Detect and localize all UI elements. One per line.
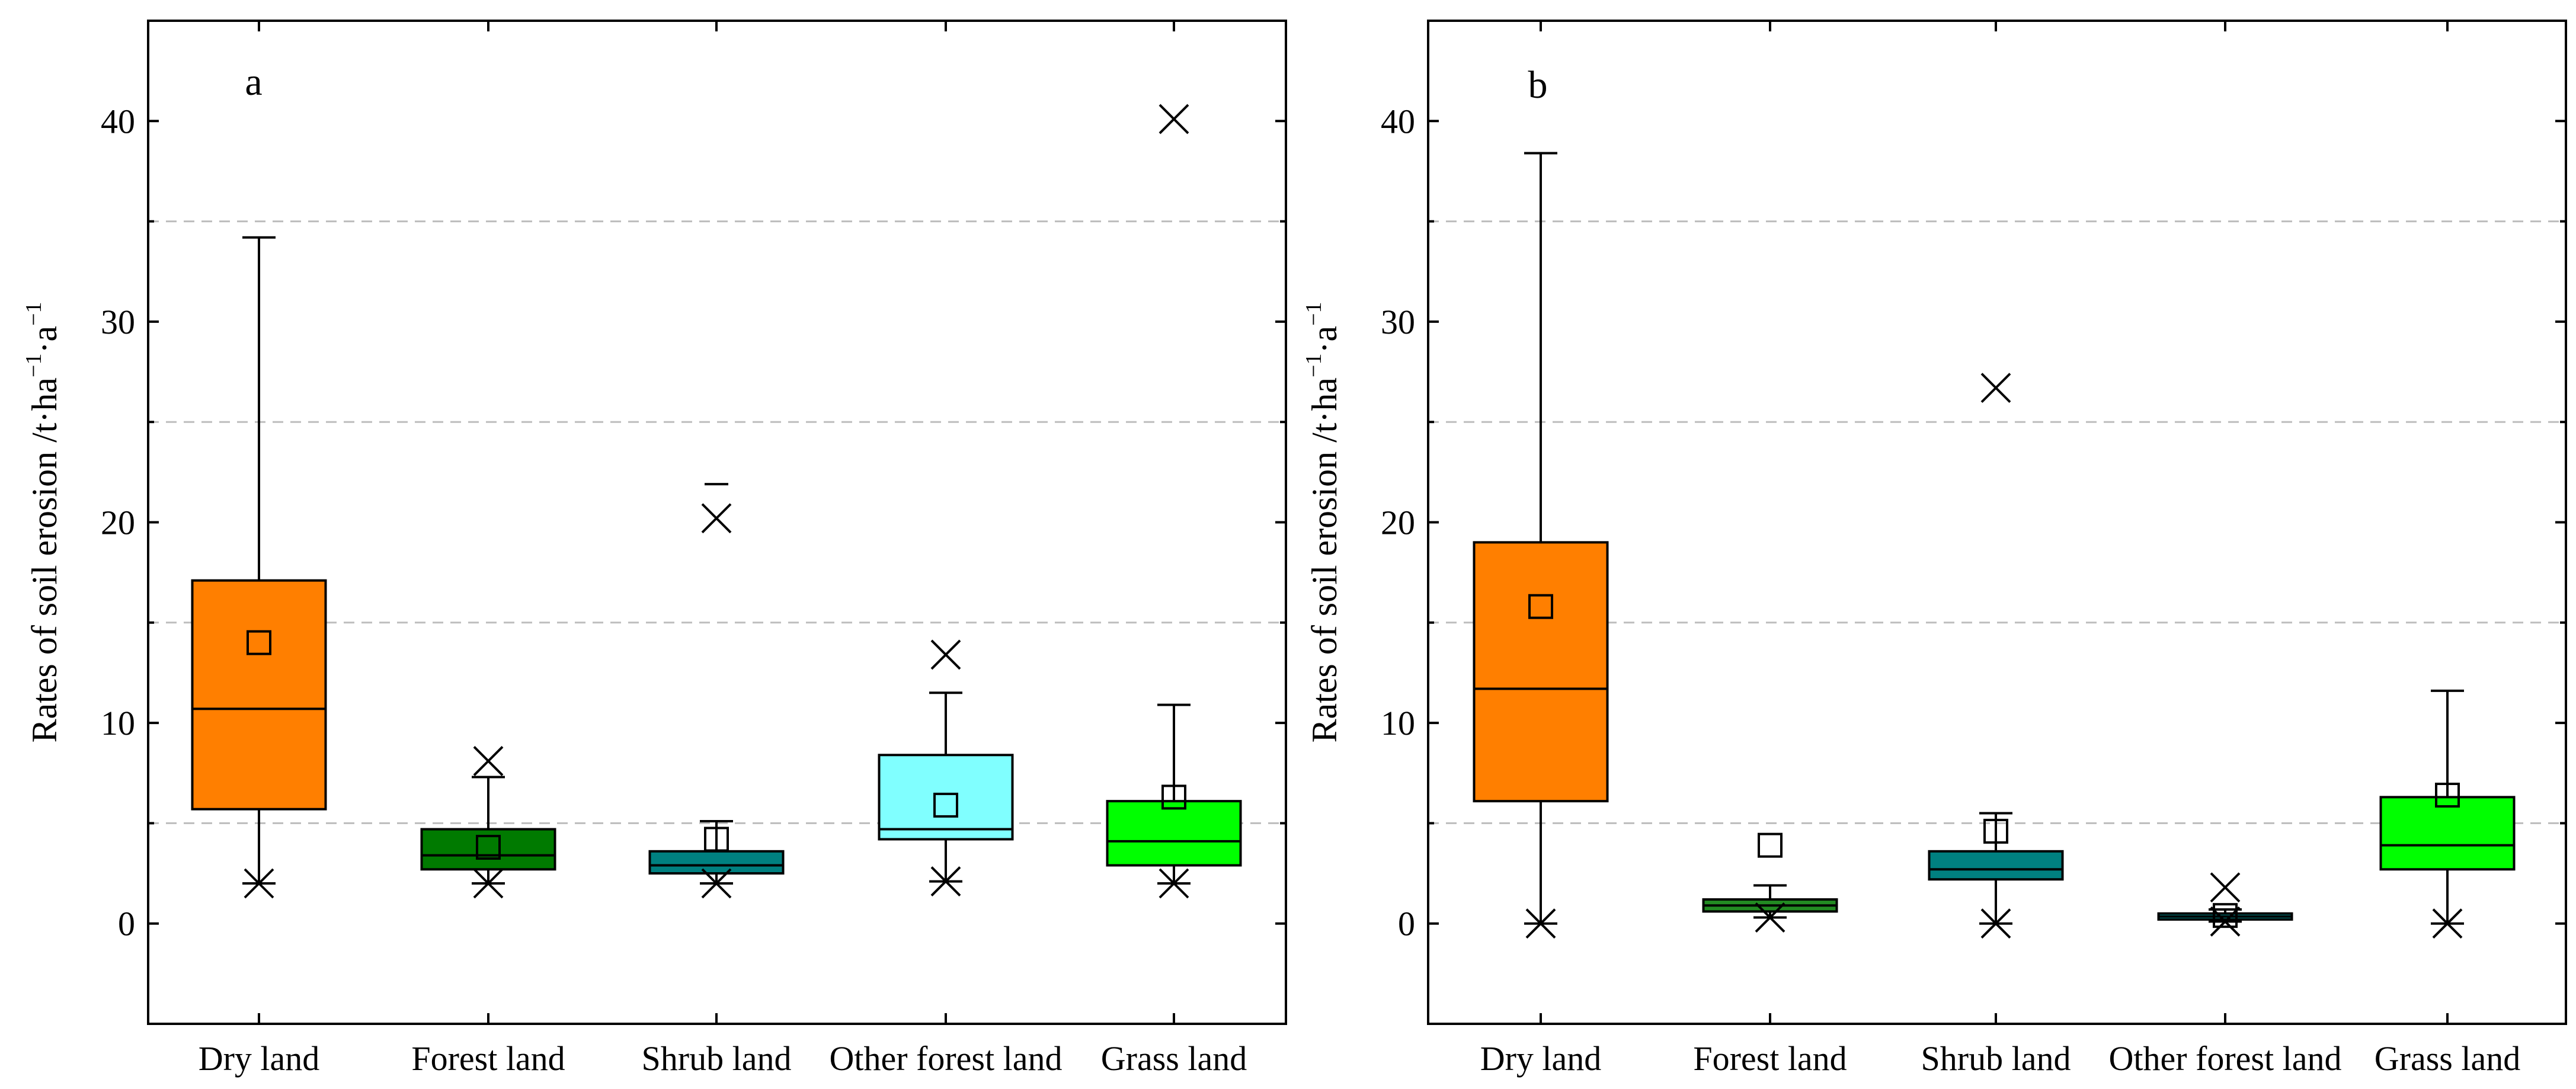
mean-marker: [2213, 903, 2238, 928]
y-axis-title-main: Rates of soil erosion /t·ha: [25, 377, 64, 743]
max-marker: [2210, 872, 2241, 903]
box-dry-land: Dry land: [191, 21, 327, 1078]
box-forest-land: Forest land: [1693, 21, 1847, 1078]
mean-marker: [1161, 784, 1186, 810]
category-label: Other forest land: [2109, 1039, 2342, 1078]
max-marker: [1159, 104, 1189, 134]
category-label: Grass land: [1101, 1039, 1247, 1078]
box-other-forest-land: Other forest land: [830, 21, 1063, 1078]
y-axis-title-mid: ·a: [1305, 326, 1344, 354]
y-tick-label: 30: [1381, 303, 1415, 341]
max-marker: [473, 746, 504, 776]
y-axis-title-sup: −1: [1301, 302, 1326, 325]
y-tick-label: 10: [1381, 704, 1415, 742]
min-marker: [1755, 902, 1785, 933]
min-marker: [1159, 868, 1189, 899]
y-tick-label: 40: [101, 102, 135, 140]
category-label: Forest land: [1693, 1039, 1847, 1078]
iqr-box: [1473, 541, 1609, 803]
y-axis-title-main: Rates of soil erosion /t·ha: [1305, 377, 1344, 743]
min-marker: [1525, 908, 1556, 939]
min-marker: [473, 868, 504, 899]
category-label: Forest land: [411, 1039, 565, 1078]
category-label: Dry land: [1480, 1039, 1602, 1078]
box-shrub-land: Shrub land: [1921, 21, 2071, 1078]
category-label: Shrub land: [642, 1039, 792, 1078]
iqr-box: [648, 850, 785, 875]
min-marker: [930, 866, 961, 897]
box-grass-land: Grass land: [1101, 21, 1247, 1078]
max-marker: [1980, 373, 2011, 403]
box-other-forest-land: Other forest land: [2109, 21, 2342, 1078]
y-tick-label: 40: [1381, 102, 1415, 140]
y-tick-label: 0: [118, 905, 135, 943]
box-grass-land: Grass land: [2375, 21, 2520, 1078]
iqr-box: [1928, 850, 2064, 881]
y-tick-label: 20: [1381, 504, 1415, 542]
category-label: Other forest land: [830, 1039, 1063, 1078]
box-dry-land: Dry land: [1473, 21, 1609, 1078]
mean-marker: [476, 835, 501, 860]
category-label: Dry land: [199, 1039, 320, 1078]
mean-marker: [933, 792, 958, 818]
min-marker: [2432, 908, 2463, 939]
mean-marker: [1758, 832, 1783, 858]
y-axis-title-mid: ·a: [25, 326, 64, 354]
iqr-box: [878, 754, 1014, 841]
iqr-box: [191, 579, 327, 811]
y-axis-title: Rates of soil erosion /t·ha−1·a−1: [21, 302, 64, 742]
iqr-box: [2379, 796, 2516, 871]
y-tick-label: 20: [101, 504, 135, 542]
mean-marker: [1983, 818, 2008, 844]
y-axis-title: Rates of soil erosion /t·ha−1·a−1: [1301, 302, 1344, 742]
min-marker: [701, 868, 732, 899]
iqr-box: [1106, 800, 1242, 867]
panel-letter: a: [245, 60, 262, 104]
y-axis-title-sup: −1: [21, 354, 46, 377]
y-tick-label: 30: [101, 303, 135, 341]
mean-marker: [704, 827, 729, 852]
y-tick-label: 10: [101, 704, 135, 742]
box-shrub-land: Shrub land: [642, 21, 792, 1078]
panel-letter: b: [1528, 63, 1548, 107]
max-marker: [701, 503, 732, 534]
category-label: Shrub land: [1921, 1039, 2071, 1078]
y-axis-title-sup: −1: [21, 302, 46, 325]
min-marker: [1980, 908, 2011, 939]
y-axis-title-sup: −1: [1301, 354, 1326, 377]
mean-marker: [2435, 782, 2460, 808]
max-marker: [930, 639, 961, 670]
category-label: Grass land: [2375, 1039, 2520, 1078]
box-forest-land: Forest land: [411, 21, 565, 1078]
y-tick-label: 0: [1398, 905, 1415, 943]
min-marker: [244, 868, 274, 899]
mean-marker: [247, 630, 271, 655]
mean-marker: [1528, 594, 1553, 619]
min-marker: [2210, 906, 2241, 937]
